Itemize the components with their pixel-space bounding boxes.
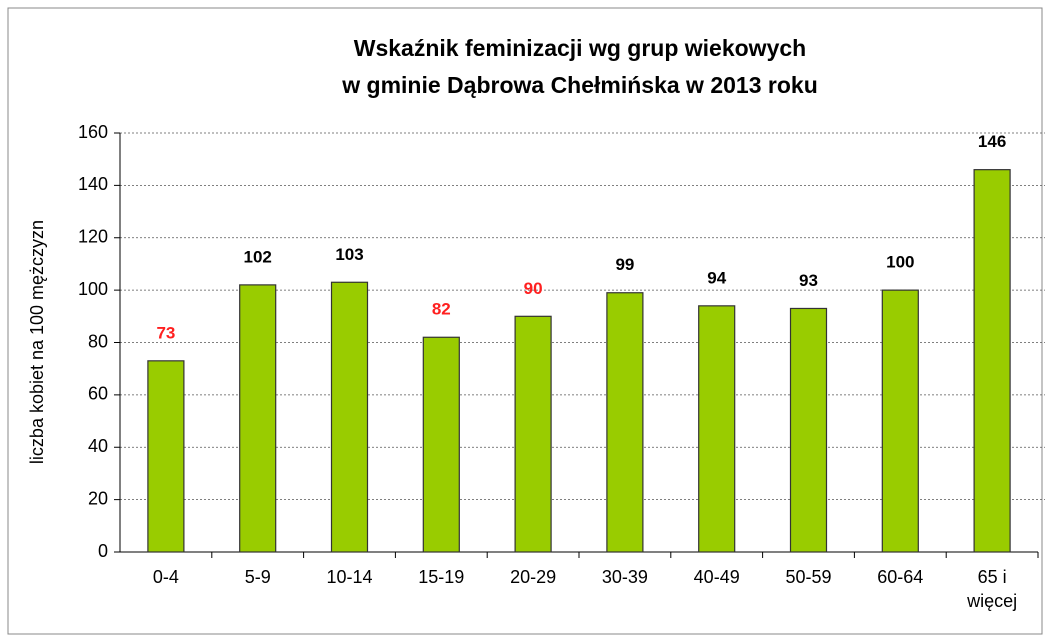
chart-title: Wskaźnik feminizacji wg grup wiekowych — [354, 35, 806, 61]
value-label: 93 — [799, 271, 818, 290]
x-tick-label: 0-4 — [153, 567, 179, 587]
bar — [514, 315, 552, 553]
y-tick-label: 100 — [78, 279, 108, 299]
value-label: 99 — [615, 255, 634, 274]
bar — [330, 281, 369, 553]
value-label: 94 — [707, 268, 726, 287]
x-tick-label: 65 i więcej — [966, 567, 1017, 611]
y-axis-title: liczba kobiet na 100 mężczyzn — [27, 220, 47, 464]
x-tick-label: 20-29 — [510, 567, 556, 587]
x-tick-label: 40-49 — [694, 567, 740, 587]
bar — [422, 336, 460, 553]
x-tick-label: 60-64 — [877, 567, 923, 587]
bar — [789, 307, 828, 553]
y-tick-label: 20 — [88, 488, 108, 508]
y-tick-label: 160 — [78, 122, 108, 142]
chart-title: w gminie Dąbrowa Chełmińska w 2013 roku — [341, 72, 818, 98]
value-label: 103 — [335, 245, 363, 264]
value-label: 82 — [432, 300, 451, 319]
y-tick-label: 40 — [88, 436, 108, 456]
x-tick-label: 10-14 — [326, 567, 372, 587]
bar — [239, 284, 277, 553]
y-tick-label: 0 — [98, 541, 108, 561]
bar — [881, 289, 919, 553]
y-tick-label: 120 — [78, 227, 108, 247]
value-label: 146 — [978, 132, 1006, 151]
x-tick-label: 15-19 — [418, 567, 464, 587]
x-tick-label: 5-9 — [245, 567, 271, 587]
value-label: 73 — [156, 323, 175, 342]
y-tick-label: 60 — [88, 384, 108, 404]
x-tick-label: 30-39 — [602, 567, 648, 587]
value-label: 90 — [524, 279, 543, 298]
value-label: 100 — [886, 253, 914, 272]
bar — [606, 292, 644, 553]
y-tick-label: 140 — [78, 174, 108, 194]
x-tick-label: 50-59 — [785, 567, 831, 587]
value-label: 102 — [244, 247, 272, 266]
y-tick-label: 80 — [88, 331, 108, 351]
bar — [973, 169, 1011, 553]
bar — [698, 305, 736, 553]
bar — [147, 360, 185, 553]
